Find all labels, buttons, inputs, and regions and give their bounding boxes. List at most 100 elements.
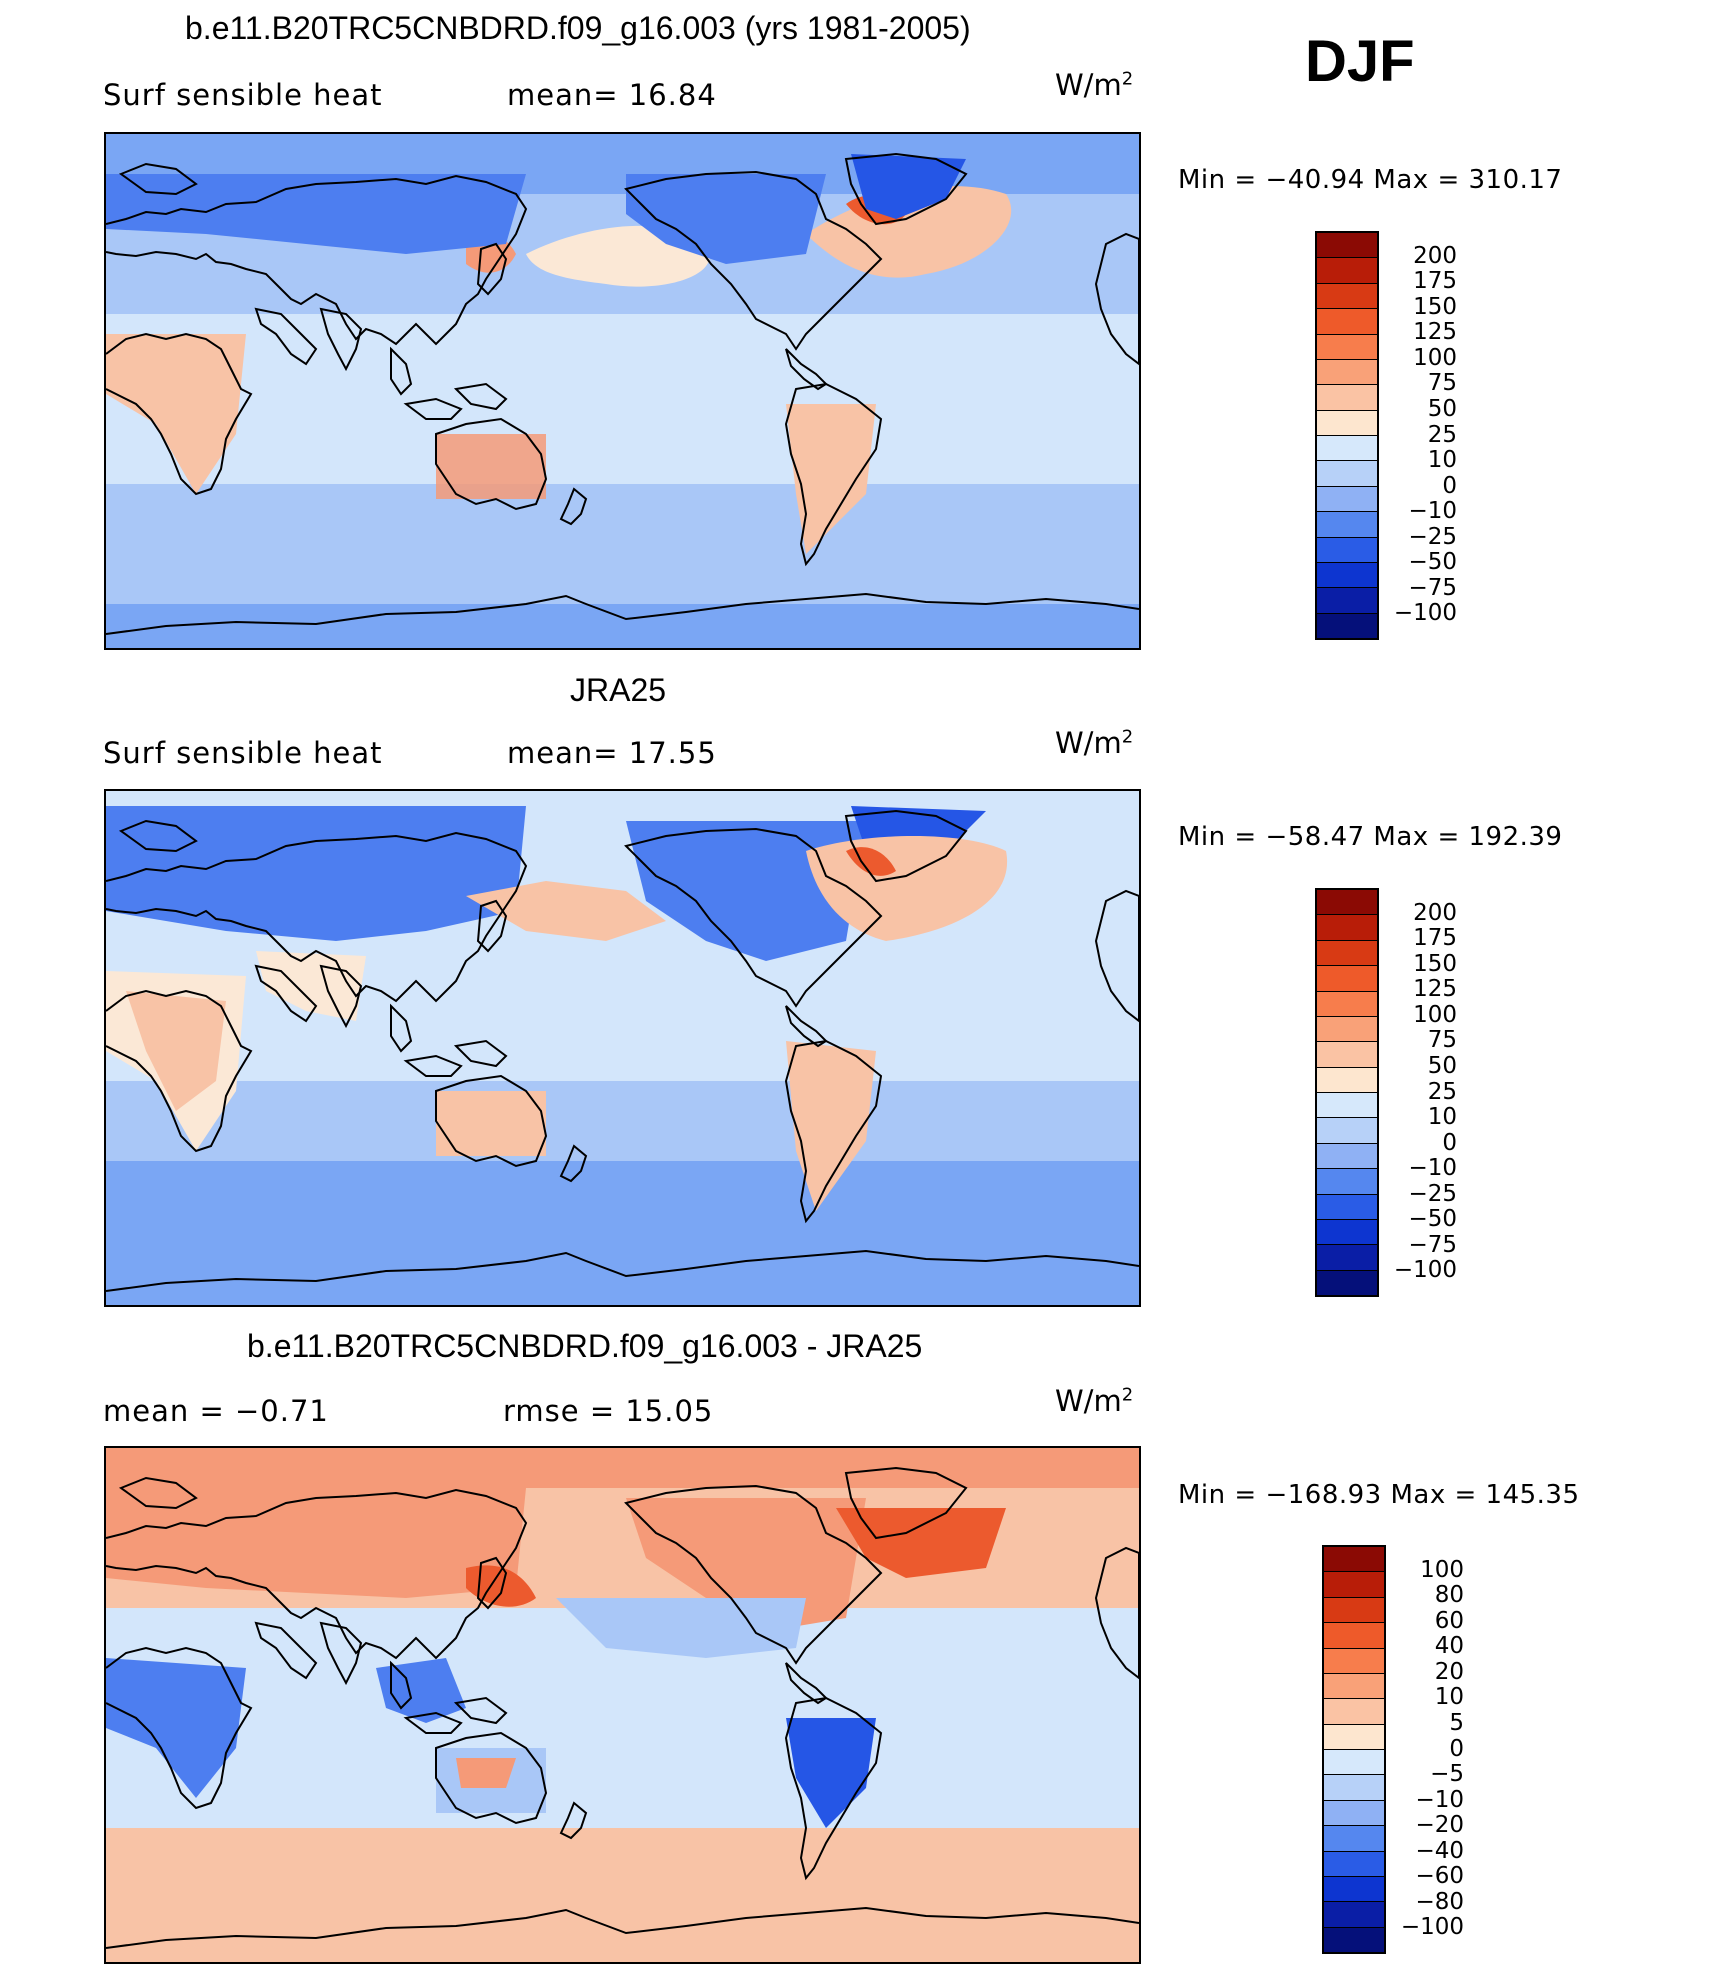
colorbar-segment: [1324, 1927, 1384, 1952]
colorbar-tick-label: −75: [1408, 1231, 1457, 1258]
colorbar-tick-label: 25: [1427, 1078, 1457, 1105]
colorbar-segment: [1324, 1851, 1384, 1877]
colorbar-segment: [1324, 1648, 1384, 1674]
colorbar-tick-label: 0: [1449, 1735, 1464, 1762]
colorbar-tick-label: 10: [1434, 1684, 1464, 1711]
units-label: W/m2: [1055, 68, 1134, 102]
colorbar-tick-label: 200: [1413, 242, 1457, 269]
colorbar-tick-label: 150: [1413, 950, 1457, 977]
colorbar-tick-label: 100: [1420, 1556, 1464, 1583]
colorbar-segment: [1317, 966, 1377, 992]
map-diff: [104, 1446, 1141, 1964]
colorbar-tick-label: 75: [1427, 370, 1457, 397]
colorbar-segment: [1317, 309, 1377, 335]
colorbar-segment: [1324, 1597, 1384, 1624]
colorbar-segment: [1317, 1118, 1377, 1144]
units-label: W/m2: [1055, 1384, 1134, 1418]
colorbar-tick-label: 40: [1434, 1633, 1464, 1660]
colorbar-tick-label: −100: [1400, 1914, 1464, 1941]
mean-label: mean= 16.84: [507, 78, 717, 112]
colorbar-segment: [1324, 1876, 1384, 1903]
colorbar-tick-label: 0: [1442, 472, 1457, 499]
colorbar-tick-label: −80: [1415, 1888, 1464, 1915]
colorbar-tick-label: 5: [1449, 1709, 1464, 1736]
colorbar-segment: [1324, 1623, 1384, 1649]
colorbar-segment: [1317, 334, 1377, 360]
colorbar-segment: [1317, 1194, 1377, 1220]
colorbar-tick-label: −25: [1408, 1180, 1457, 1207]
mean-label: mean= 17.55: [507, 736, 717, 770]
colorbar-tick-label: 200: [1413, 899, 1457, 926]
colorbar-tick-label: 175: [1413, 925, 1457, 952]
colorbar-segment: [1317, 1245, 1377, 1271]
colorbar-segment: [1317, 991, 1377, 1017]
colorbar-tick-label: 100: [1413, 1001, 1457, 1028]
colorbar-segment: [1324, 1572, 1384, 1598]
colorbar-segment: [1317, 512, 1377, 538]
colorbar-tick-label: 100: [1413, 344, 1457, 371]
panel-title: b.e11.B20TRC5CNBDRD.f09_g16.003 (yrs 198…: [185, 10, 971, 46]
colorbar-tick-label: 10: [1427, 1104, 1457, 1131]
colorbar-tick-label: −50: [1408, 1206, 1457, 1233]
map-svg: [106, 134, 1139, 648]
colorbar-tick-label: 75: [1427, 1027, 1457, 1054]
colorbar-segment: [1317, 258, 1377, 284]
colorbar-tick-label: 50: [1427, 1052, 1457, 1079]
colorbar-tick-label: −5: [1430, 1761, 1464, 1788]
colorbar-tick-label: 125: [1413, 319, 1457, 346]
colorbar-tick-label: −10: [1408, 1155, 1457, 1182]
colorbar-segment: [1317, 562, 1377, 589]
colorbar-tick-label: 175: [1413, 268, 1457, 295]
map-svg: [106, 791, 1139, 1305]
colorbar-segment: [1317, 915, 1377, 941]
variable-label: Surf sensible heat: [103, 78, 383, 112]
colorbar-segment: [1317, 385, 1377, 411]
colorbar-segment: [1324, 1699, 1384, 1725]
colorbar-segment: [1324, 1750, 1384, 1776]
colorbar-tick-label: 125: [1413, 976, 1457, 1003]
colorbar-segment: [1324, 1724, 1384, 1750]
min-max-label: Min = −168.93 Max = 145.35: [1178, 1480, 1580, 1510]
colorbar-tick-label: −20: [1415, 1812, 1464, 1839]
colorbar-segment: [1317, 588, 1377, 614]
colorbar-segment: [1317, 1067, 1377, 1093]
colorbar-segment: [1324, 1547, 1384, 1573]
colorbar: [1315, 888, 1379, 1297]
min-max-label: Min = −58.47 Max = 192.39: [1178, 822, 1563, 852]
map-svg: [106, 1448, 1139, 1962]
colorbar-tick-label: 20: [1434, 1658, 1464, 1685]
colorbar-segment: [1324, 1775, 1384, 1801]
colorbar-tick-label: 0: [1442, 1129, 1457, 1156]
colorbar-tick-label: −10: [1408, 498, 1457, 525]
rmse-label: rmse = 15.05: [503, 1394, 714, 1428]
colorbar-segment: [1317, 410, 1377, 436]
panel-title: JRA25: [570, 672, 667, 708]
colorbar: [1322, 1545, 1386, 1954]
colorbar-segment: [1324, 1673, 1384, 1700]
colorbar-tick-label: −100: [1393, 600, 1457, 627]
units-label: W/m2: [1055, 726, 1134, 760]
colorbar-segment: [1317, 486, 1377, 513]
variable-label: Surf sensible heat: [103, 736, 383, 770]
colorbar-segment: [1317, 1270, 1377, 1295]
colorbar-segment: [1324, 1800, 1384, 1827]
colorbar-tick-label: 60: [1434, 1607, 1464, 1634]
colorbar-segment: [1317, 537, 1377, 563]
colorbar-tick-label: −75: [1408, 574, 1457, 601]
colorbar-segment: [1317, 1169, 1377, 1195]
colorbar-tick-label: 80: [1434, 1582, 1464, 1609]
colorbar-labels: 200 175 150 125 100 75 50 25 10 0 −10 −25 −50 −75 −100: [1385, 231, 1457, 640]
map-model: [104, 132, 1141, 650]
colorbar-tick-label: 150: [1413, 293, 1457, 320]
colorbar-tick-label: −50: [1408, 549, 1457, 576]
colorbar-tick-label: −25: [1408, 523, 1457, 550]
colorbar-segment: [1317, 359, 1377, 386]
map-obs: [104, 789, 1141, 1307]
colorbar-segment: [1317, 1016, 1377, 1043]
colorbar-tick-label: 50: [1427, 395, 1457, 422]
colorbar-segment: [1317, 461, 1377, 487]
colorbar-segment: [1317, 1143, 1377, 1170]
colorbar-segment: [1317, 1093, 1377, 1119]
colorbar-segment: [1317, 940, 1377, 967]
colorbar-segment: [1317, 283, 1377, 310]
